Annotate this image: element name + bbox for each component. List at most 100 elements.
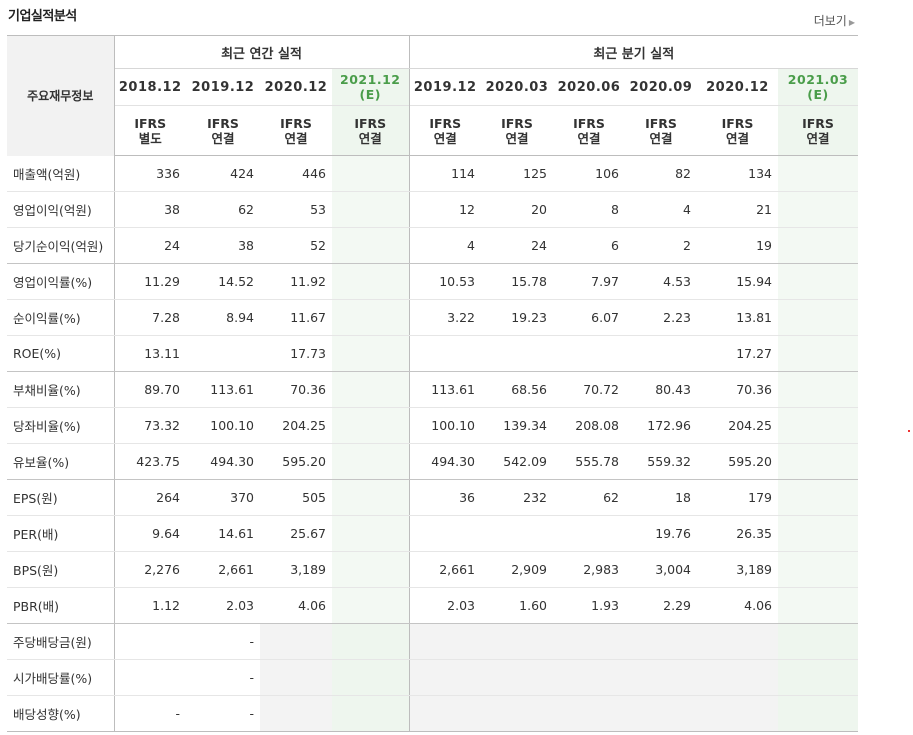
financial-summary-table: 주요재무정보 최근 연간 실적 최근 분기 실적 2018.12 2019.12 2… (7, 35, 859, 732)
table-row: 순이익률(%) 7.28 8.94 11.67 3.22 19.23 6.07 2.23 13.… (7, 299, 859, 336)
row-label: 배당성향(%) (7, 695, 115, 732)
table-cell: 6.07 (553, 299, 625, 336)
table-cell (332, 659, 410, 696)
table-cell: 70.36 (260, 371, 332, 408)
consolidation-basis: 연결 (284, 130, 308, 146)
row-label: 영업이익(억원) (7, 191, 115, 228)
accounting-type-header: IFRS 연결 (625, 105, 697, 156)
table-cell: 2,276 (114, 551, 186, 588)
table-cell (332, 155, 410, 192)
table-cell: 555.78 (553, 443, 625, 480)
table-cell: 38 (186, 227, 260, 264)
table-cell: 2.29 (625, 587, 697, 624)
table-cell (114, 623, 186, 660)
table-cell: 36 (409, 479, 481, 516)
table-cell (778, 227, 859, 264)
table-cell: 25.67 (260, 515, 332, 552)
period-header: 2019.12 (409, 68, 481, 106)
table-cell (481, 515, 553, 552)
table-cell (332, 587, 410, 624)
table-cell (332, 551, 410, 588)
table-cell: 595.20 (260, 443, 332, 480)
table-cell (778, 623, 859, 660)
table-cell: 70.36 (697, 371, 778, 408)
table-cell (186, 335, 260, 372)
accounting-standard: IFRS (721, 115, 754, 131)
row-label: EPS(원) (7, 479, 115, 516)
consolidation-basis: 연결 (211, 130, 235, 146)
table-cell: 11.29 (114, 263, 186, 300)
accounting-type-header: IFRS 별도 (114, 105, 186, 156)
accounting-type-header: IFRS 연결 (697, 105, 778, 156)
table-row: PBR(배) 1.12 2.03 4.06 2.03 1.60 1.93 2.29 4.06 (7, 587, 859, 624)
table-cell: 89.70 (114, 371, 186, 408)
table-cell: 3.22 (409, 299, 481, 336)
section-title: 기업실적분석 (8, 9, 77, 24)
accounting-type-header: IFRS 연결 (553, 105, 625, 156)
table-cell: 7.28 (114, 299, 186, 336)
table-cell: 9.64 (114, 515, 186, 552)
table-cell (481, 659, 553, 696)
row-label: BPS(원) (7, 551, 115, 588)
table-cell: 26.35 (697, 515, 778, 552)
table-cell (553, 695, 625, 732)
table-cell (553, 515, 625, 552)
table-row: 시가배당률(%) - (7, 659, 859, 696)
table-cell: 62 (186, 191, 260, 228)
table-cell (778, 479, 859, 516)
table-cell (332, 191, 410, 228)
accounting-standard: IFRS (280, 115, 312, 131)
table-cell: 38 (114, 191, 186, 228)
table-row: 영업이익률(%) 11.29 14.52 11.92 10.53 15.78 7.97 4.5… (7, 263, 859, 300)
period-header-row: 2018.12 2019.12 2020.12 2021.12 (E) 2019.12 20… (7, 68, 859, 106)
table-cell (778, 443, 859, 480)
row-label: PBR(배) (7, 587, 115, 624)
table-row: 당기순이익(억원) 24 38 52 4 24 6 2 19 (7, 227, 859, 264)
period-header: 2020.12 (697, 68, 778, 106)
table-cell (332, 407, 410, 444)
consolidation-basis: 연결 (649, 130, 673, 146)
table-cell: 113.61 (409, 371, 481, 408)
estimate-mark: (E) (359, 87, 381, 102)
table-row: 배당성향(%) - - (7, 695, 859, 732)
table-cell: 1.93 (553, 587, 625, 624)
table-cell (778, 263, 859, 300)
table-cell: 62 (553, 479, 625, 516)
table-cell: 106 (553, 155, 625, 192)
table-cell: 4.53 (625, 263, 697, 300)
accounting-standard: IFRS (573, 115, 605, 131)
table-cell: 11.67 (260, 299, 332, 336)
quarterly-group-header: 최근 분기 실적 (409, 35, 859, 69)
row-label: 부채비율(%) (7, 371, 115, 408)
table-cell: 15.94 (697, 263, 778, 300)
accounting-standard: IFRS (134, 115, 167, 131)
accounting-standard: IFRS (501, 115, 533, 131)
table-cell (625, 335, 697, 372)
table-cell: 100.10 (186, 407, 260, 444)
table-cell: 370 (186, 479, 260, 516)
accounting-standard: IFRS (207, 115, 239, 131)
table-row: PER(배) 9.64 14.61 25.67 19.76 26.35 (7, 515, 859, 552)
table-cell (409, 659, 481, 696)
row-label: PER(배) (7, 515, 115, 552)
table-cell: 494.30 (186, 443, 260, 480)
table-cell: 264 (114, 479, 186, 516)
table-cell: 12 (409, 191, 481, 228)
table-cell: 2,661 (409, 551, 481, 588)
table-cell: 4 (409, 227, 481, 264)
accounting-standard: IFRS (645, 115, 677, 131)
table-cell (697, 623, 778, 660)
accounting-type-header: IFRS 연결 (409, 105, 481, 156)
table-cell: - (186, 623, 260, 660)
table-cell: - (186, 659, 260, 696)
table-cell (409, 695, 481, 732)
table-cell: 4 (625, 191, 697, 228)
chevron-right-icon: ▶ (848, 18, 855, 27)
table-cell (625, 695, 697, 732)
row-label: ROE(%) (7, 335, 115, 372)
table-cell: 3,189 (260, 551, 332, 588)
row-label: 유보율(%) (7, 443, 115, 480)
table-cell: 15.78 (481, 263, 553, 300)
more-link[interactable]: 더보기 ▶ (814, 12, 855, 29)
consolidation-basis: 연결 (806, 130, 830, 146)
